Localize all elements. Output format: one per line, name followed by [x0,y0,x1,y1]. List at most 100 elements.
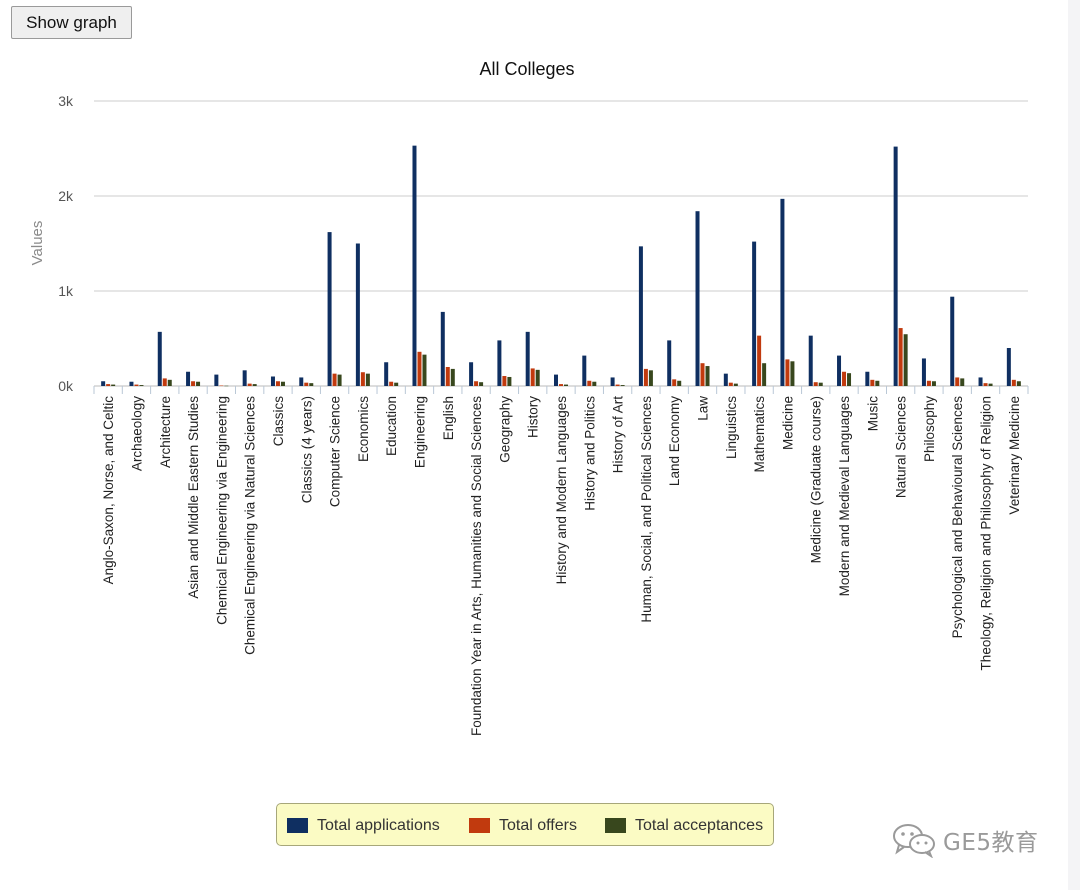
x-tick-label: Computer Science [328,396,343,507]
x-tick-label: Classics (4 years) [299,396,314,503]
bar [214,374,219,386]
bar [893,146,898,386]
bar [921,358,926,386]
bar [106,384,111,386]
y-tick-label: 2k [58,188,74,204]
bar [275,381,280,386]
bar [978,377,983,386]
x-tick-label: Classics [271,396,286,447]
x-tick-label: Foundation Year in Arts, Humanities and … [469,396,484,736]
bar [564,384,568,386]
bar [530,368,535,386]
bar [903,334,908,386]
x-tick-label: Engineering [412,396,427,468]
bar [332,373,337,386]
bar [1011,379,1016,386]
bar [733,383,738,386]
bar [224,385,229,387]
legend-swatch-acceptances [605,818,626,833]
bar [355,243,360,386]
bar [955,377,960,386]
x-tick-label: History [526,396,541,438]
x-tick-label: Economics [356,396,371,462]
bar [440,311,445,386]
x-tick-label: History and Politics [582,396,597,511]
bar [931,381,936,386]
legend-item-acceptances[interactable]: Total acceptances [605,804,763,847]
axes: 0k 1k 2k 3k Anglo-Saxon, Norse, and Celtic Ar… [58,93,1029,736]
wechat-icon [893,824,935,858]
bar [219,385,224,387]
bar [818,382,823,386]
x-tick-label: Philosophy [922,396,937,462]
x-tick-label: Chemical Engineering via Natural Science… [243,396,258,655]
bar [960,378,965,386]
bar-chart: 0k 1k 2k 3k Anglo-Saxon, Norse, and Celtic Ar… [29,59,1029,736]
legend-item-offers[interactable]: Total offers [469,804,577,847]
legend-swatch-applications [287,818,308,833]
bar [422,354,427,386]
x-tick-label: Veterinary Medicine [1007,396,1022,515]
bar [988,383,993,386]
bar [139,385,144,386]
bar [412,145,417,386]
bar [327,232,332,386]
legend-label-acceptances: Total acceptances [635,816,764,834]
bar [162,378,167,386]
bar [365,373,370,386]
legend: Total applications Total offers Total ac… [276,803,774,846]
bar [384,362,389,386]
bar [196,381,201,386]
bar [808,335,813,386]
bar [950,296,955,386]
bar [191,381,196,386]
bar [620,385,625,386]
x-tick-label: Anglo-Saxon, Norse, and Celtic [101,396,116,585]
bar [1016,381,1021,386]
bar [648,370,653,386]
bar [502,376,507,386]
legend-item-applications[interactable]: Total applications [287,804,440,847]
bar [129,381,134,386]
bar [389,381,394,386]
bar [394,382,399,386]
bar [554,374,558,386]
show-graph-button[interactable]: Show graph [11,6,132,39]
bar [875,380,880,386]
bar [270,376,275,386]
bar [474,381,479,386]
bar [134,384,139,386]
x-tick-label: Modern and Medieval Languages [837,396,852,597]
bar [111,384,116,386]
y-tick-label: 1k [58,283,74,299]
bar [790,361,795,386]
y-tick-label: 0k [58,378,74,394]
bar [186,371,191,386]
bar [525,331,530,386]
bar [469,362,474,386]
bar [582,355,587,386]
y-axis-label: Values [29,221,46,266]
bar [762,363,767,386]
bar [479,382,484,386]
bar [983,383,988,386]
bar [695,211,700,386]
bar [898,328,903,386]
bar [417,351,422,386]
bar [813,382,818,386]
bar [847,373,852,386]
x-tick-label: Mathematics [752,396,767,473]
bar [559,384,563,386]
bar [728,382,733,386]
bar [507,376,512,386]
watermark: GE5教育 [891,822,1039,858]
x-tick-label: Education [384,396,399,456]
bar [672,379,677,386]
chart-title: All Colleges [479,59,574,79]
x-tick-label: Medicine (Graduate course) [809,396,824,563]
bar [252,384,257,386]
bar [643,368,648,386]
bar [667,340,672,386]
bar [700,363,705,386]
bar [757,335,762,386]
